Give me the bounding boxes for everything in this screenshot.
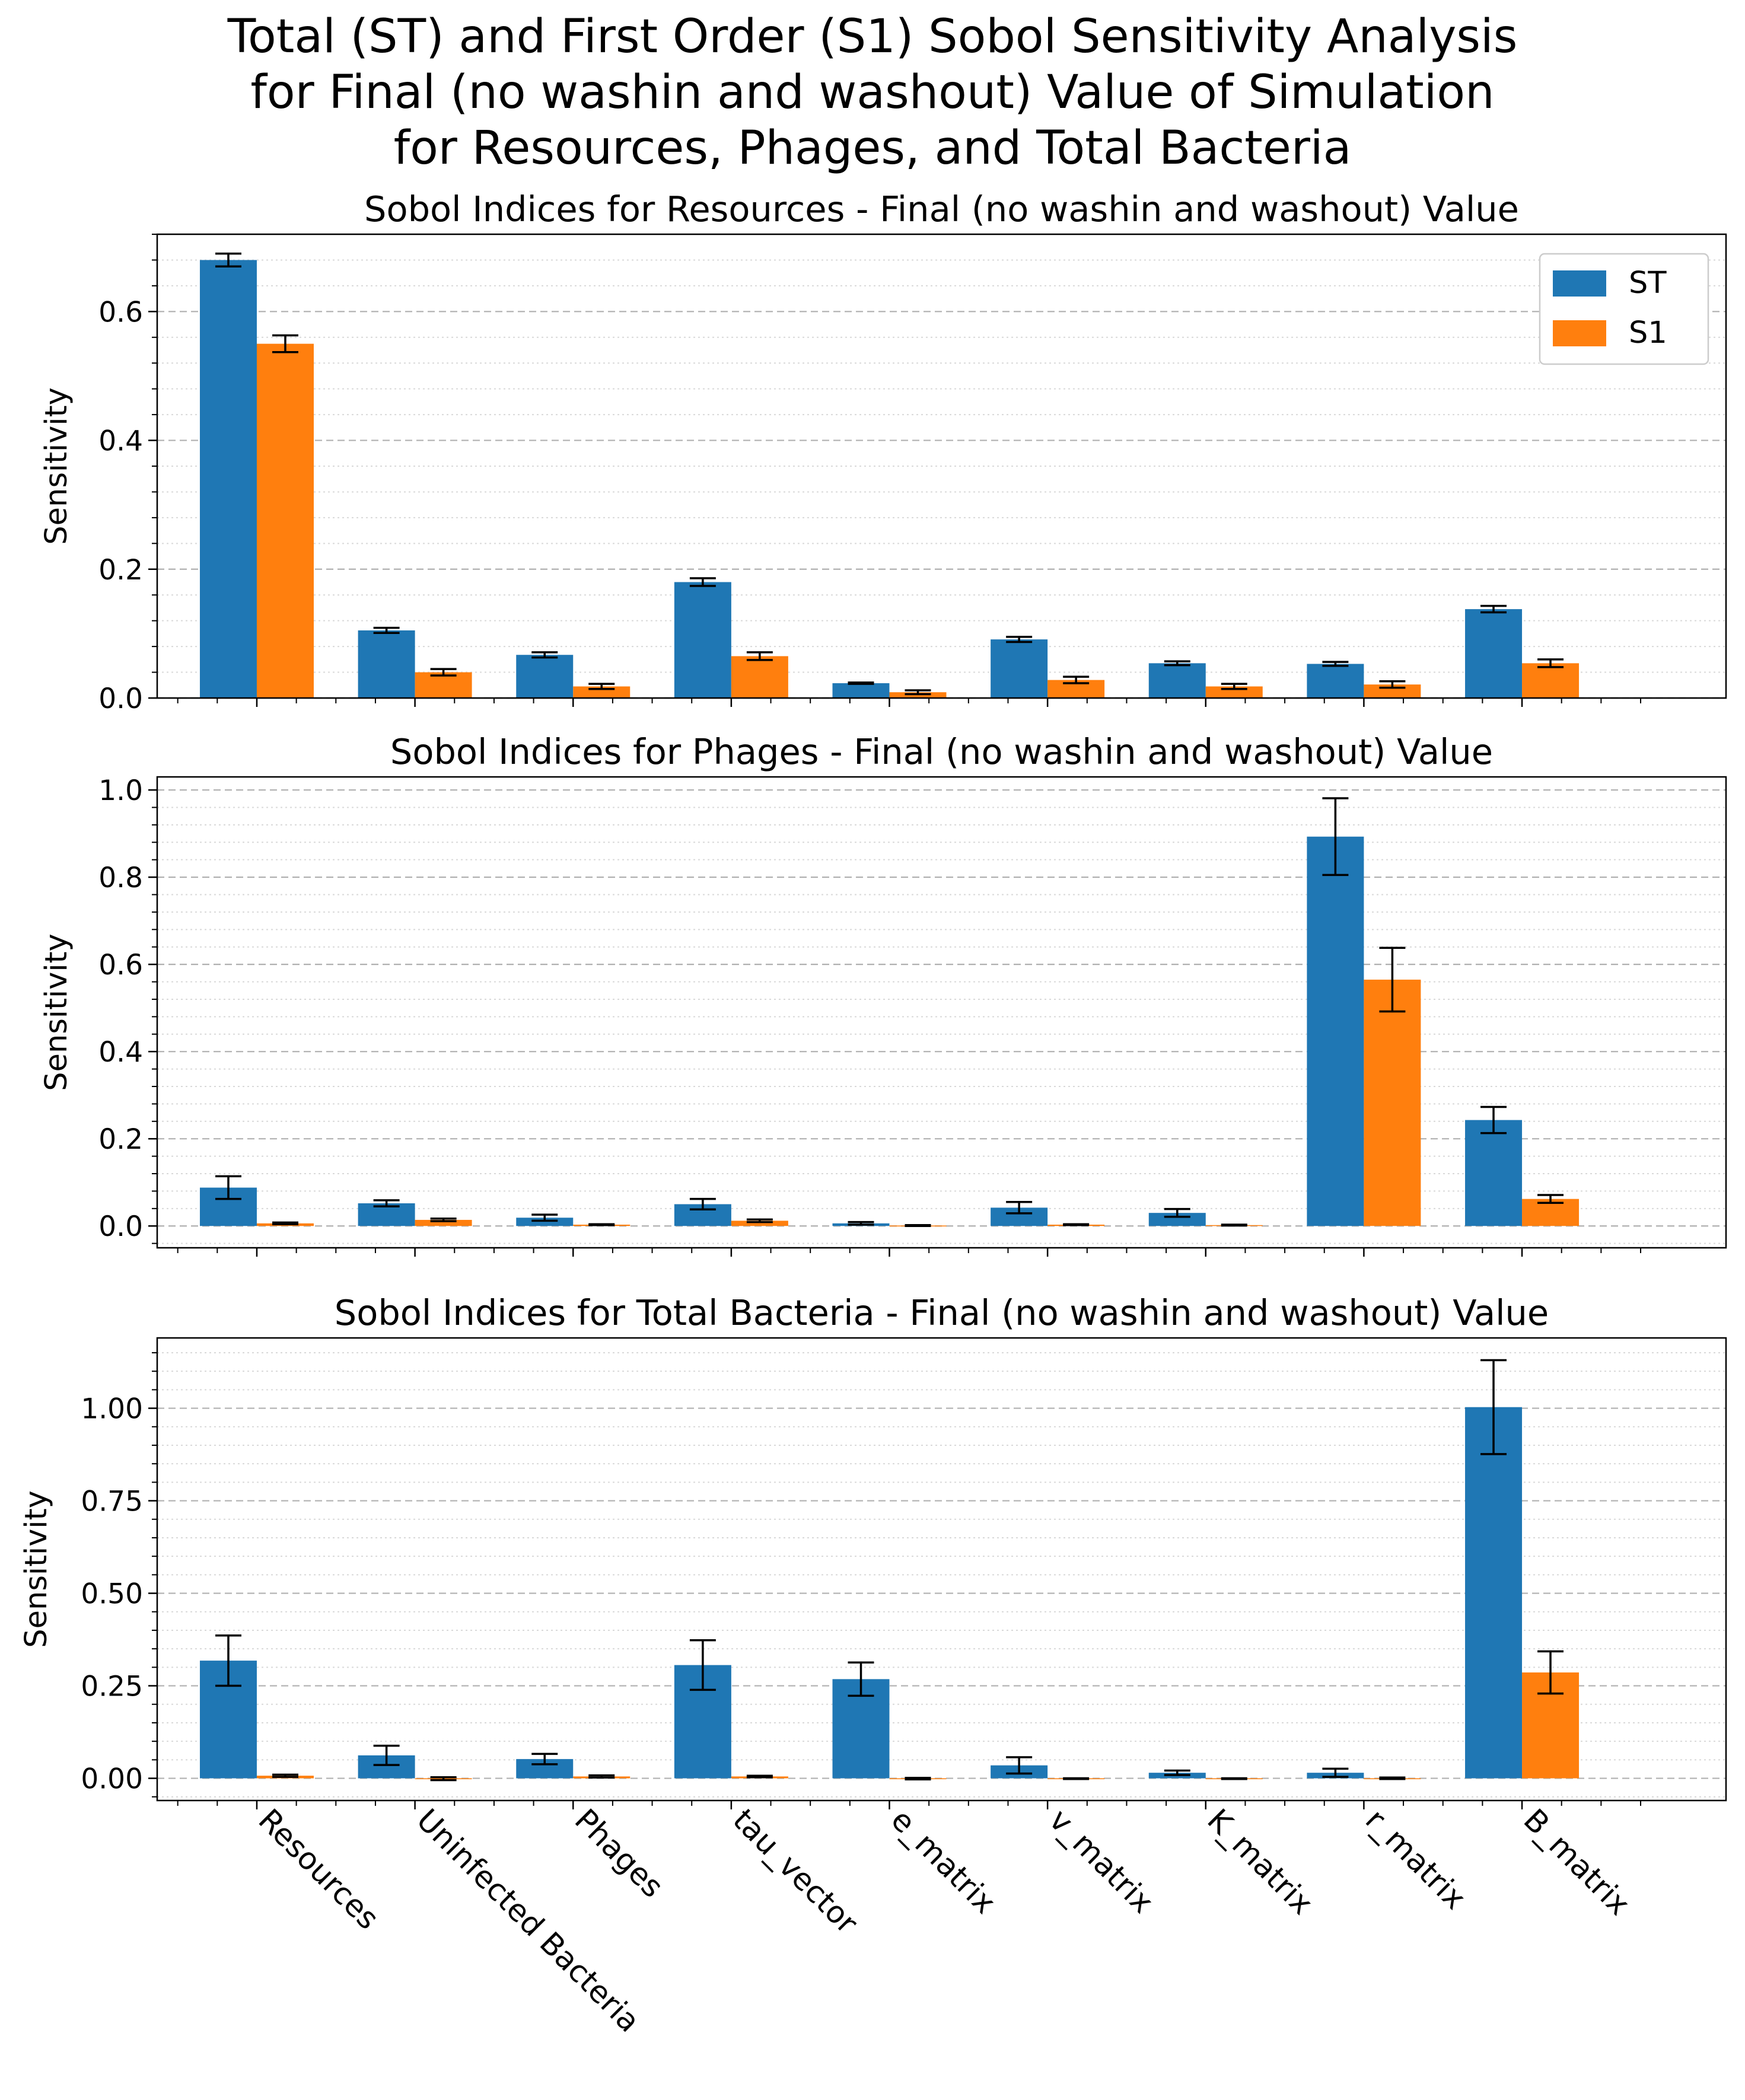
bar-st-phages: [516, 1218, 574, 1226]
y-tick-label: 0.4: [98, 1036, 143, 1069]
bar-s1-phages: [573, 686, 631, 698]
figure-title-line-2: for Final (no washin and washout) Value …: [250, 66, 1494, 119]
figure-title-line-1: Total (ST) and First Order (S1) Sobol Se…: [227, 10, 1518, 63]
bar-s1-resources: [256, 343, 314, 698]
figure-title-line-3: for Resources, Phages, and Total Bacteri…: [394, 122, 1352, 175]
bar-s1-uninfected-bacteria: [415, 1219, 472, 1226]
bar-st-tau-vector: [674, 582, 731, 698]
panel-title: Sobol Indices for Resources - Final (no …: [364, 189, 1519, 230]
bar-st-b-matrix: [1465, 1407, 1523, 1779]
y-tick-label: 0.6: [98, 296, 143, 329]
x-tick-label-tau-vector: tau_vector: [726, 1802, 864, 1940]
bar-s1-uninfected-bacteria: [415, 672, 472, 698]
y-tick-label: 0.4: [98, 425, 143, 458]
y-tick-label: 1.00: [81, 1393, 143, 1426]
y-tick-label: 0.8: [98, 862, 143, 894]
y-axis-label: Sensitivity: [39, 933, 74, 1091]
x-tick-label-phages: Phages: [568, 1802, 670, 1904]
x-tick-label-r-matrix: r_matrix: [1358, 1802, 1472, 1916]
bar-st-v-matrix: [991, 639, 1048, 698]
y-tick-label: 0.25: [81, 1671, 143, 1703]
y-tick-label: 0.00: [81, 1763, 143, 1796]
bar-st-uninfected-bacteria: [358, 630, 415, 698]
bar-st-b-matrix: [1465, 609, 1523, 698]
bar-s1-tau-vector: [731, 1221, 788, 1226]
x-tick-label-resources: Resources: [251, 1802, 386, 1936]
y-axis-label: Sensitivity: [19, 1490, 54, 1648]
bar-s1-k-matrix: [1205, 686, 1263, 698]
legend-swatch-st: [1553, 270, 1606, 297]
panel-title: Sobol Indices for Phages - Final (no was…: [390, 731, 1493, 772]
legend-label-s1: S1: [1629, 316, 1667, 350]
y-axis-label: Sensitivity: [39, 387, 74, 545]
y-tick-label: 0.2: [98, 554, 143, 587]
bar-st-b-matrix: [1465, 1120, 1523, 1226]
y-tick-label: 0.50: [81, 1578, 143, 1611]
x-tick-label-e-matrix: e_matrix: [884, 1802, 1002, 1920]
x-tick-label-b-matrix: B_matrix: [1517, 1802, 1636, 1922]
y-tick-label: 0.0: [98, 1210, 143, 1243]
axes-frame: [156, 776, 1727, 1249]
y-tick-label: 0.0: [98, 683, 143, 715]
axes-frame: [156, 1337, 1727, 1802]
bar-s1-tau-vector: [731, 656, 788, 698]
axes-frame: [156, 233, 1727, 699]
bar-s1-r-matrix: [1364, 979, 1421, 1226]
y-tick-label: 0.75: [81, 1486, 143, 1518]
y-tick-label: 1.0: [98, 775, 143, 807]
bar-st-k-matrix: [1148, 663, 1206, 698]
bar-st-r-matrix: [1307, 836, 1364, 1226]
legend-box: [1539, 253, 1709, 365]
resources-panel: Sobol Indices for Resources - Final (no …: [39, 189, 1727, 715]
phages-panel: Sobol Indices for Phages - Final (no was…: [39, 731, 1727, 1257]
bar-s1-r-matrix: [1364, 684, 1421, 698]
y-tick-label: 0.2: [98, 1123, 143, 1156]
bar-st-phages: [516, 655, 574, 698]
total-bacteria-panel: Sobol Indices for Total Bacteria - Final…: [19, 1292, 1727, 2040]
legend-swatch-s1: [1553, 320, 1606, 346]
x-tick-label-k-matrix: K_matrix: [1201, 1802, 1320, 1921]
bar-st-resources: [199, 260, 257, 698]
x-tick-label-v-matrix: v_matrix: [1042, 1802, 1160, 1920]
y-tick-label: 0.6: [98, 949, 143, 982]
legend-label-st: ST: [1629, 266, 1667, 301]
bar-st-r-matrix: [1307, 664, 1364, 698]
bar-st-k-matrix: [1148, 1213, 1206, 1226]
bar-s1-b-matrix: [1522, 663, 1580, 698]
bar-st-e-matrix: [832, 683, 890, 698]
panel-title: Sobol Indices for Total Bacteria - Final…: [335, 1292, 1549, 1333]
